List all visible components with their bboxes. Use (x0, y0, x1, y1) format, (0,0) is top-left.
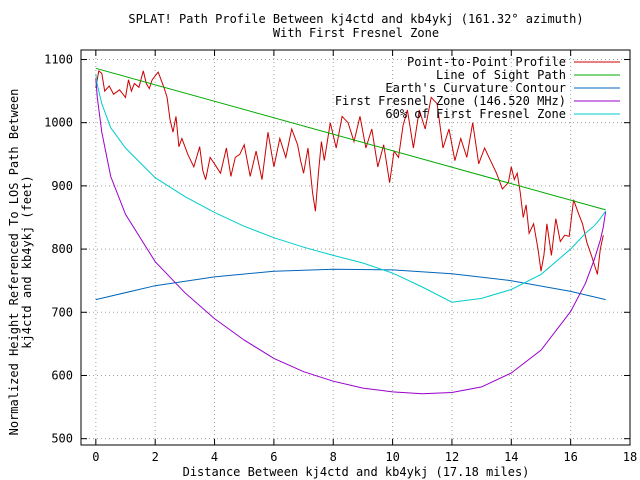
x-tick-label: 14 (504, 450, 518, 464)
x-tick-label: 6 (270, 450, 277, 464)
x-tick-label: 10 (385, 450, 399, 464)
x-axis-ticks: 0 2 4 6 8 10 12 14 16 18 (92, 50, 637, 464)
plot-frame (80, 49, 631, 446)
legend-label: Line of Sight Path (436, 68, 566, 82)
chart-title: SPLAT! Path Profile Between kj4ctd and k… (128, 12, 583, 26)
y-tick-label: 700 (51, 305, 73, 319)
x-tick-label: 16 (563, 450, 577, 464)
x-tick-label: 0 (92, 450, 99, 464)
legend-label: Earth's Curvature Contour (385, 81, 566, 95)
x-axis-label: Distance Between kj4ctd and kb4ykj (17.1… (183, 465, 530, 479)
y-tick-label: 1100 (44, 52, 73, 66)
legend-label: Point-to-Point Profile (407, 55, 566, 69)
series-line-first-fresnel-zone-146-520-mhz (95, 78, 607, 395)
y-tick-label: 800 (51, 242, 73, 256)
x-tick-label: 18 (623, 450, 637, 464)
series-line-line-of-sight-path (95, 67, 606, 211)
y-axis-label-line2: kj4ctd and kb4ykj (feet) (20, 175, 34, 348)
series-line-60-of-first-fresnel-zone (95, 73, 607, 303)
legend-label: 60% of First Fresnel Zone (385, 107, 566, 121)
legend-label: First Fresnel Zone (146.520 MHz) (335, 94, 566, 108)
x-tick-label: 2 (152, 450, 159, 464)
x-tick-label: 4 (211, 450, 218, 464)
series-line-point-to-point-profile (95, 69, 604, 275)
x-tick-label: 8 (330, 450, 337, 464)
y-axis-ticks: 500 600 700 800 900 1000 1100 (44, 52, 630, 446)
series-line-earth-s-curvature-contour (95, 268, 606, 301)
chart-subtitle: With First Fresnel Zone (273, 26, 439, 40)
y-tick-label: 600 (51, 368, 73, 382)
y-tick-label: 900 (51, 179, 73, 193)
data-series (95, 67, 607, 395)
y-tick-label: 1000 (44, 116, 73, 130)
y-axis-label-line1: Normalized Height Referenced To LOS Path… (7, 89, 21, 436)
x-tick-label: 12 (445, 450, 459, 464)
y-tick-label: 500 (51, 432, 73, 446)
